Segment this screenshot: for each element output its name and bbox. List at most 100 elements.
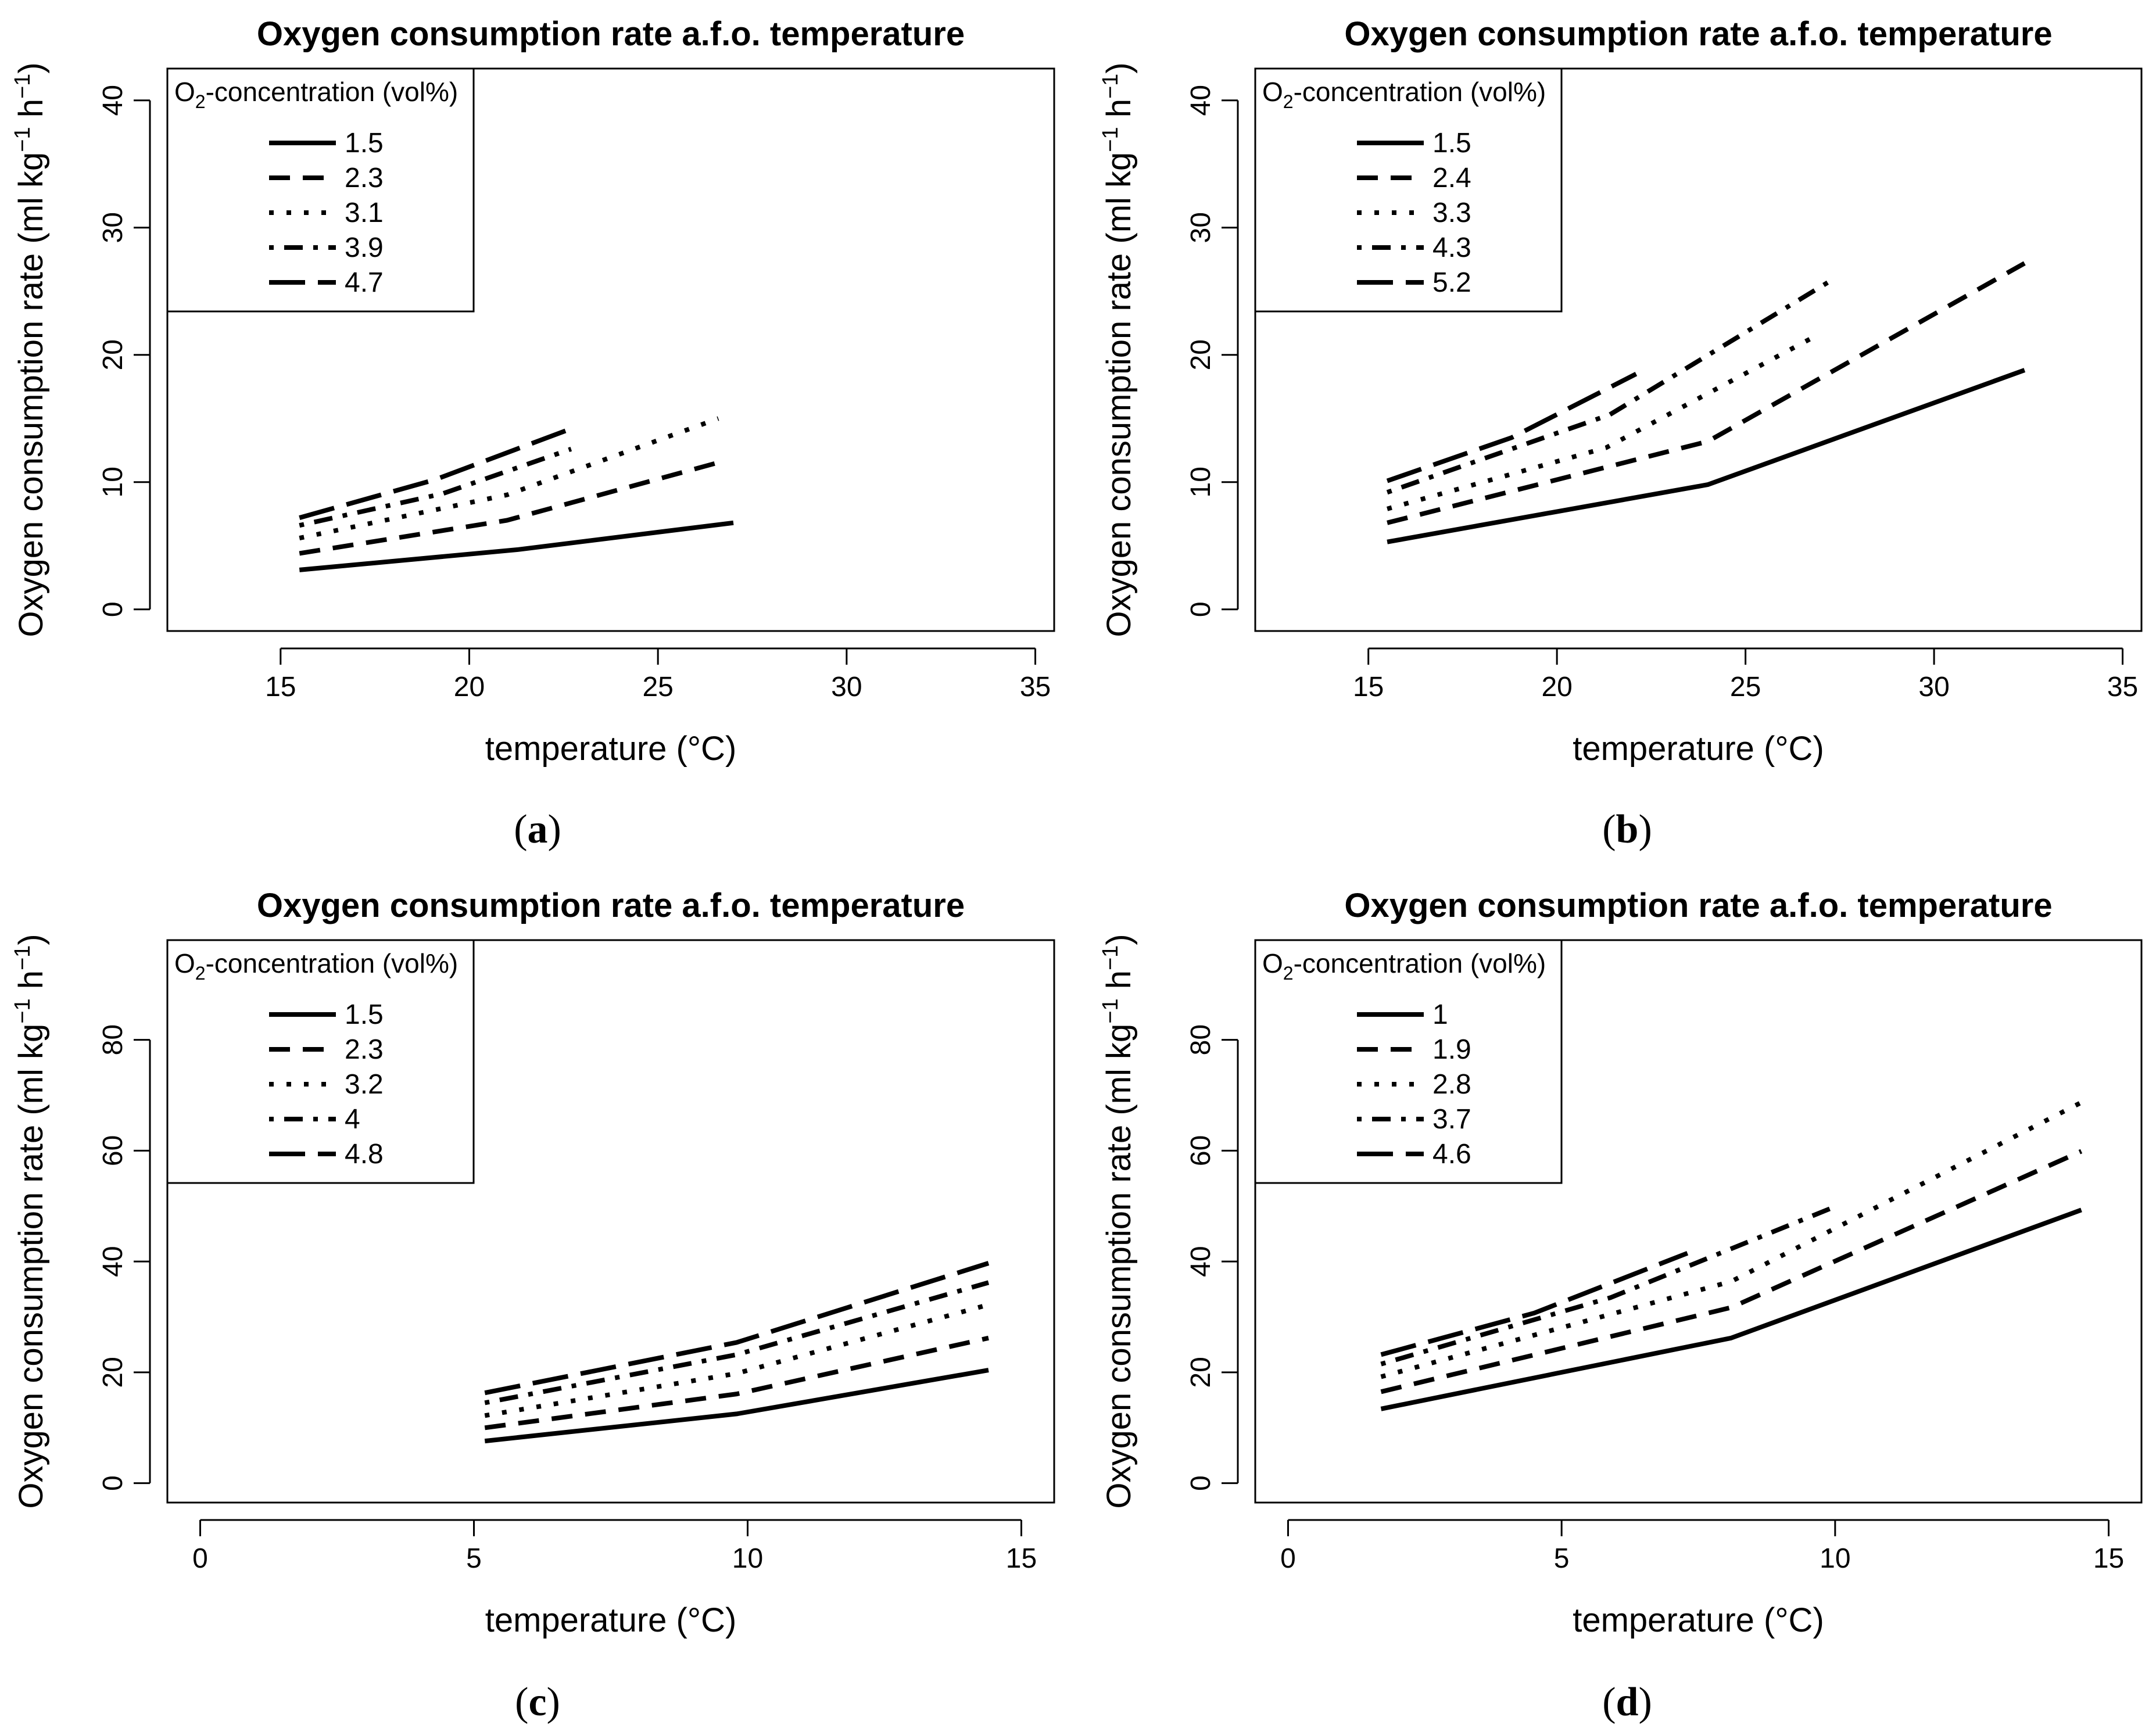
- legend-box: [166, 939, 475, 1184]
- y-axis-label-end: ): [12, 62, 50, 73]
- caption-close: ): [547, 1680, 560, 1725]
- x-tick-label: 20: [454, 672, 485, 702]
- x-tick-label: 0: [1280, 1543, 1296, 1574]
- caption-open: (: [1602, 1680, 1616, 1725]
- y-tick-label: 20: [1186, 1357, 1216, 1388]
- legend-label: 4: [345, 1104, 360, 1135]
- legend-label: 1.5: [1432, 128, 1471, 159]
- y-tick-label: 60: [98, 1135, 128, 1166]
- caption-letter: b: [1616, 807, 1639, 852]
- legend-label: 2.8: [1432, 1069, 1471, 1100]
- caption-letter: d: [1616, 1680, 1639, 1725]
- y-axis-label: Oxygen consumption rate (ml kg−1 h−1): [1098, 934, 1138, 1508]
- x-tick-label: 15: [2093, 1543, 2124, 1574]
- legend-box: [1254, 67, 1563, 313]
- panel-caption-d: (d): [1602, 1680, 1652, 1725]
- legend-title-pre: O: [174, 948, 195, 978]
- y-tick-label: 0: [98, 1475, 128, 1491]
- y-tick-label: 40: [1186, 85, 1216, 116]
- y-tick-label: 10: [98, 467, 128, 497]
- legend-title-post: -concentration (vol%): [1294, 948, 1546, 978]
- x-axis-label: temperature (°C): [1573, 1601, 1824, 1639]
- y-axis-label-sup: −1: [1098, 945, 1123, 970]
- legend-label: 2.3: [345, 163, 384, 193]
- series-line-2.3: [484, 1335, 989, 1431]
- legend-title-sub: 2: [195, 91, 206, 112]
- legend-label: 3.3: [1432, 198, 1471, 228]
- legend-label: 1.5: [345, 999, 384, 1030]
- plot-frame: [1254, 67, 2143, 632]
- panel-caption-b: (b): [1602, 807, 1652, 852]
- plot-frame: [166, 67, 1055, 632]
- y-tick-label: 20: [1186, 339, 1216, 370]
- series-line-2.4: [1387, 261, 2026, 525]
- x-axis-label: temperature (°C): [1573, 730, 1824, 768]
- y-axis-label-main: Oxygen consumption rate (ml kg: [12, 1024, 50, 1509]
- series-line-1.5: [299, 520, 734, 572]
- x-tick-label: 30: [831, 672, 862, 702]
- series-line-1.5: [1387, 368, 2026, 544]
- x-tick-label: 10: [1820, 1543, 1850, 1574]
- legend-label: 3.1: [345, 198, 384, 228]
- x-tick-label: 15: [1353, 672, 1384, 702]
- caption-letter: c: [528, 1680, 546, 1725]
- legend-label: 1.5: [345, 128, 384, 159]
- y-axis-label-mid: h: [1100, 99, 1138, 127]
- caption-close: ): [1638, 807, 1652, 852]
- legend-title-pre: O: [1262, 948, 1283, 978]
- y-tick-label: 80: [1186, 1024, 1216, 1055]
- legend-title-pre: O: [174, 77, 195, 107]
- y-axis-label-mid: h: [12, 970, 50, 998]
- x-tick-label: 20: [1541, 672, 1572, 702]
- legend-label: 4.7: [345, 267, 384, 298]
- series-line-2.3: [299, 458, 727, 556]
- y-tick-label: 0: [1186, 1475, 1216, 1491]
- series-line-4.7: [299, 426, 572, 520]
- legend-label: 1.9: [1432, 1034, 1471, 1065]
- series-line-3.3: [1387, 331, 1822, 511]
- x-tick-label: 5: [1554, 1543, 1570, 1574]
- x-tick-label: 5: [466, 1543, 482, 1574]
- x-tick-label: 35: [2107, 672, 2138, 702]
- y-axis-label: Oxygen consumption rate (ml kg−1 h−1): [10, 62, 50, 637]
- legend-box: [166, 67, 475, 313]
- y-axis-label-sup: −1: [1098, 127, 1123, 152]
- series-line-4: [484, 1280, 990, 1406]
- caption-open: (: [515, 1680, 528, 1725]
- x-tick-label: 15: [1006, 1543, 1037, 1574]
- series-line-4.6: [1380, 1251, 1689, 1357]
- legend-label: 4.8: [345, 1139, 384, 1170]
- y-axis-label-mid: h: [12, 99, 50, 127]
- chart-panel-a: Oxygen consumption rate a.f.o. temperatu…: [10, 15, 1055, 768]
- legend-title-pre: O: [1262, 77, 1283, 107]
- legend-label: 4.3: [1432, 232, 1471, 263]
- x-tick-label: 15: [265, 672, 296, 702]
- chart-title: Oxygen consumption rate a.f.o. temperatu…: [1344, 15, 2052, 53]
- legend-title-post: -concentration (vol%): [1294, 77, 1546, 107]
- caption-open: (: [514, 807, 527, 852]
- chart-panel-b: Oxygen consumption rate a.f.o. temperatu…: [1098, 15, 2143, 768]
- plot-frame: [1254, 939, 2143, 1504]
- y-tick-label: 40: [98, 85, 128, 116]
- x-tick-label: 25: [1730, 672, 1761, 702]
- legend-box: [1254, 939, 1563, 1184]
- y-axis-label-mid: h: [1100, 970, 1138, 998]
- legend-label: 2.3: [345, 1034, 384, 1065]
- series-line-3.7: [1380, 1204, 1836, 1367]
- chart-title: Oxygen consumption rate a.f.o. temperatu…: [257, 887, 965, 924]
- y-tick-label: 30: [1186, 212, 1216, 243]
- y-tick-label: 60: [1186, 1135, 1216, 1166]
- caption-close: ): [548, 807, 561, 852]
- x-tick-label: 30: [1918, 672, 1949, 702]
- y-axis-label-end: ): [1100, 934, 1138, 945]
- legend-title-sub: 2: [1283, 91, 1294, 112]
- legend-title: O2-concentration (vol%): [174, 948, 458, 984]
- x-axis-label: temperature (°C): [485, 730, 737, 768]
- chart-title: Oxygen consumption rate a.f.o. temperatu…: [257, 15, 965, 53]
- legend-title-post: -concentration (vol%): [206, 77, 459, 107]
- y-tick-label: 80: [98, 1024, 128, 1055]
- x-tick-label: 35: [1020, 672, 1051, 702]
- y-axis-label-end: ): [1100, 62, 1138, 73]
- legend-label: 4.6: [1432, 1139, 1471, 1170]
